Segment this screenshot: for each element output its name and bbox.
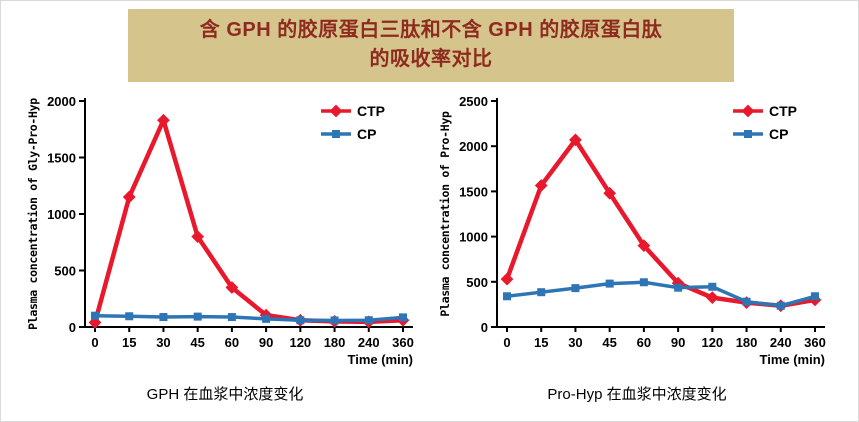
y-tick-label: 2000 xyxy=(47,94,76,109)
x-tick-label: 180 xyxy=(324,335,346,350)
legend-marker-ctp xyxy=(741,104,755,118)
legend-label-cp: CP xyxy=(357,126,376,142)
x-tick-label: 30 xyxy=(568,335,582,350)
marker-ctp xyxy=(637,239,651,253)
y-tick-label: 500 xyxy=(54,264,76,279)
x-tick-label: 90 xyxy=(259,335,273,350)
series-line-cp xyxy=(505,280,817,308)
y-tick-label: 0 xyxy=(481,320,488,335)
chart-prohyp-svg: 0 500 1000 1500 2000 2500 0 15 30 45 60 90 120 180 240… xyxy=(438,94,826,367)
marker-cp xyxy=(674,283,683,292)
marker-cp xyxy=(125,312,134,321)
chart-prohyp-caption: Pro-Hyp 在血浆中浓度变化 xyxy=(547,386,727,403)
legend-label-ctp: CTP xyxy=(769,103,797,119)
x-tick-label: 180 xyxy=(736,335,758,350)
y-tick-label: 2000 xyxy=(459,139,488,154)
y-tick-label: 1500 xyxy=(47,151,76,166)
marker-cp xyxy=(776,301,785,310)
x-tick-label: 360 xyxy=(804,335,826,350)
y-axis-title: Plasma concentration of Gly-Pro-Hyp xyxy=(26,98,40,330)
x-tick-label: 0 xyxy=(91,335,98,350)
marker-cp xyxy=(503,292,511,301)
marker-cp xyxy=(811,292,819,301)
page-title: 含 GPH 的胶原蛋白三肽和不含 GPH 的胶原蛋白肽 的吸收率对比 xyxy=(128,9,734,82)
legend-label-cp: CP xyxy=(769,126,788,142)
marker-cp xyxy=(91,311,99,320)
marker-ctp xyxy=(500,272,514,286)
series-line-ctp xyxy=(504,137,818,309)
marker-ctp xyxy=(122,190,136,204)
x-tick-label: 30 xyxy=(156,335,170,350)
y-tick-label: 0 xyxy=(69,320,76,335)
x-tick-label: 45 xyxy=(602,335,616,350)
series-line-ctp xyxy=(92,117,406,325)
legend-marker-cp xyxy=(744,130,752,138)
chart-block-gph: 0 500 1000 1500 2000 0 15 30 45 60 90 120 180 240 360 T… xyxy=(25,87,425,404)
x-tick-label: 0 xyxy=(503,335,510,350)
x-tick-label: 15 xyxy=(534,335,548,350)
marker-cp xyxy=(708,282,717,291)
x-tick-label: 45 xyxy=(190,335,204,350)
y-tick-label: 2500 xyxy=(459,94,488,109)
marker-cp xyxy=(364,316,373,325)
x-axis-title: Time (min) xyxy=(348,352,414,367)
marker-cp xyxy=(605,279,614,288)
legend-marker-ctp xyxy=(329,104,343,118)
series-line-cp xyxy=(93,313,405,323)
y-tick-label: 500 xyxy=(466,275,488,290)
x-tick-label: 240 xyxy=(770,335,792,350)
marker-ctp xyxy=(157,113,170,127)
marker-cp xyxy=(193,312,202,321)
y-axis-title: Plasma concentration of Pro-Hyp xyxy=(438,111,452,317)
page-title-line1: 含 GPH 的胶原蛋白三肽和不含 GPH 的胶原蛋白肽 xyxy=(199,19,663,41)
marker-cp xyxy=(159,313,168,322)
marker-cp xyxy=(399,313,407,322)
chart-block-prohyp: 0 500 1000 1500 2000 2500 0 15 30 45 60 90 120 180 240… xyxy=(437,87,837,404)
marker-ctp xyxy=(705,291,719,304)
x-tick-label: 120 xyxy=(701,335,723,350)
marker-cp xyxy=(537,288,546,297)
marker-cp xyxy=(571,284,580,293)
marker-cp xyxy=(262,314,271,323)
legend-label-ctp: CTP xyxy=(357,103,385,119)
x-tick-label: 120 xyxy=(289,335,311,350)
marker-cp xyxy=(639,278,648,287)
x-tick-label: 360 xyxy=(392,335,414,350)
marker-cp xyxy=(296,316,305,325)
x-tick-label: 60 xyxy=(637,335,651,350)
x-axis-title: Time (min) xyxy=(760,352,826,367)
x-tick-label: 60 xyxy=(225,335,239,350)
x-tick-label: 15 xyxy=(122,335,136,350)
y-tick-label: 1000 xyxy=(459,230,488,245)
page-title-line2: 的吸收率对比 xyxy=(369,48,493,70)
marker-ctp xyxy=(191,230,205,243)
marker-cp xyxy=(330,316,339,325)
marker-cp xyxy=(227,313,236,322)
legend-marker-cp xyxy=(332,130,340,138)
chart-gph-svg: 0 500 1000 1500 2000 0 15 30 45 60 90 120 180 240 360 T… xyxy=(26,94,414,367)
y-tick-label: 1000 xyxy=(47,207,76,222)
marker-cp xyxy=(742,297,751,306)
x-tick-label: 90 xyxy=(671,335,685,350)
chart-gph-caption: GPH 在血浆中浓度变化 xyxy=(146,386,304,403)
y-tick-label: 1500 xyxy=(459,184,488,199)
x-tick-label: 240 xyxy=(358,335,380,350)
